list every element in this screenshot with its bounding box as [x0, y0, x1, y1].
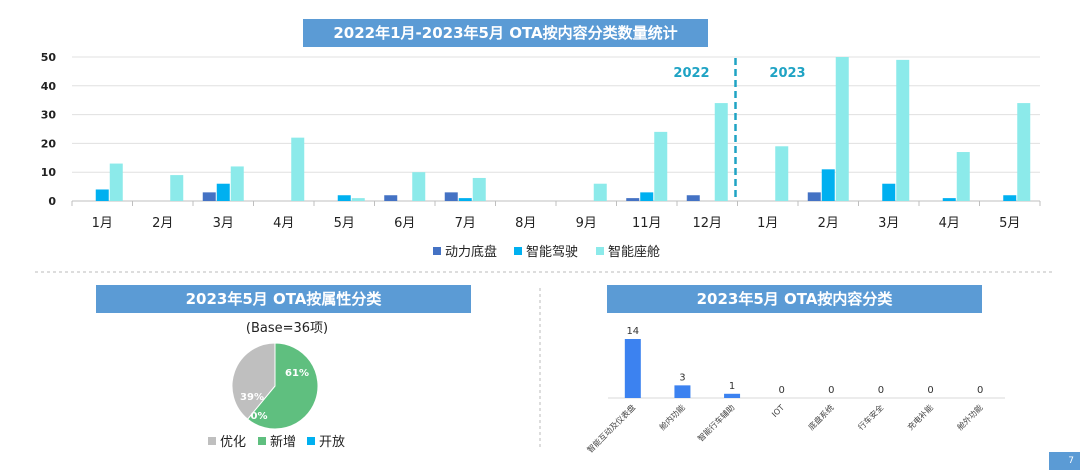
pie-legend-label: 开放 [319, 435, 345, 450]
pie-base-label: (Base=36项) [245, 321, 329, 336]
year-label-2023: 2023 [769, 66, 805, 81]
legend-label: 智能驾驶 [526, 245, 578, 260]
bar2-category-label: IOT [770, 403, 786, 419]
x-tick-label: 3月 [878, 216, 899, 231]
legend-swatch [596, 247, 604, 255]
x-tick-label: 1月 [757, 216, 778, 231]
pie-label: 39% [240, 392, 264, 403]
legend-label: 动力底盘 [445, 244, 497, 260]
bar-powertrain [626, 198, 640, 201]
pie-legend-swatch [208, 437, 216, 445]
bar2-category-label: 行车安全 [856, 402, 886, 432]
pie-slice [246, 342, 319, 430]
x-tick-label: 2月 [152, 216, 173, 231]
x-tick-label: 11月 [632, 216, 662, 231]
x-tick-label: 7月 [455, 216, 476, 231]
bar2-bar [724, 393, 741, 398]
pie-legend-swatch [307, 437, 315, 445]
y-tick-label: 40 [41, 80, 57, 93]
bar2-value-label: 0 [977, 385, 983, 396]
bar-cockpit [230, 166, 244, 201]
bar2-category-label: 舱外功能 [955, 402, 985, 432]
bar-powertrain [807, 192, 821, 201]
bar2-bar [674, 385, 691, 398]
x-tick-label: 6月 [394, 216, 415, 231]
bar2-value-label: 0 [878, 385, 884, 396]
pie-legend-label: 优化 [220, 435, 246, 450]
bar-cockpit [170, 175, 184, 201]
pie-legend-label: 新增 [270, 434, 296, 450]
bar2-value-label: 0 [779, 385, 785, 396]
bar-cockpit [351, 198, 365, 201]
bar-cockpit [956, 152, 970, 201]
bar-cockpit [654, 131, 668, 201]
bar-adas [95, 189, 109, 201]
x-tick-label: 8月 [515, 216, 536, 231]
main-chart-title: 2022年1月-2023年5月 OTA按内容分类数量统计 [303, 19, 708, 47]
year-label-2022: 2022 [673, 66, 709, 81]
bar-cockpit [109, 163, 123, 201]
bar2-category-label: 智能互动及仪表盘 [585, 402, 637, 454]
bar2-chart-title: 2023年5月 OTA按内容分类 [607, 285, 982, 313]
page-number: 7 [1049, 452, 1080, 470]
bar-cockpit [472, 177, 486, 201]
bar-adas [1003, 195, 1017, 201]
legend-label: 智能座舱 [608, 245, 660, 260]
bar-powertrain [384, 195, 398, 201]
bar2-value-label: 0 [828, 385, 834, 396]
bar2-category-label: 底盘系统 [806, 402, 836, 432]
bar-adas [882, 183, 896, 201]
pie-chart-title: 2023年5月 OTA按属性分类 [96, 285, 471, 313]
bar2-value-label: 3 [679, 372, 685, 383]
bar2-value-label: 0 [927, 385, 933, 396]
bar-cockpit [714, 103, 728, 201]
x-tick-label: 9月 [576, 216, 597, 231]
bar-cockpit [1017, 103, 1031, 201]
bar-adas [458, 198, 472, 201]
x-tick-label: 12月 [692, 216, 722, 231]
x-tick-label: 4月 [273, 216, 294, 231]
pie-label: 61% [285, 368, 309, 379]
bar-cockpit [593, 183, 607, 201]
bar2-category-label: 智能行车辅助 [695, 402, 736, 443]
bar-powertrain [444, 192, 458, 201]
y-tick-label: 30 [41, 109, 57, 122]
bar2-value-label: 14 [626, 326, 639, 337]
bar-cockpit [835, 57, 849, 201]
bar-adas [337, 195, 351, 201]
bar2-category-label: 充电补能 [905, 402, 935, 432]
x-tick-label: 5月 [999, 216, 1020, 231]
bar-adas [216, 183, 230, 201]
bar-cockpit [896, 59, 910, 201]
x-tick-label: 1月 [92, 216, 113, 231]
legend-swatch [514, 247, 522, 255]
pie-legend-swatch [258, 437, 266, 445]
bar2-bar [624, 339, 641, 398]
x-tick-label: 3月 [213, 216, 234, 231]
bar-cockpit [412, 172, 426, 201]
pie-label: 0% [251, 411, 268, 422]
x-tick-label: 4月 [939, 216, 960, 231]
bar-cockpit [291, 137, 305, 201]
y-tick-label: 50 [41, 51, 57, 64]
bar-cockpit [775, 146, 789, 201]
bar-powertrain [686, 195, 700, 201]
pie-slice [231, 342, 276, 420]
bar-adas [640, 192, 654, 201]
x-tick-label: 2月 [818, 216, 839, 231]
bar-adas [942, 198, 956, 201]
y-tick-label: 20 [41, 137, 57, 150]
bar-adas [821, 169, 835, 201]
y-tick-label: 0 [48, 195, 56, 208]
bar2-value-label: 1 [729, 381, 735, 392]
bar2-category-label: 舱内功能 [657, 402, 687, 432]
x-tick-label: 5月 [334, 216, 355, 231]
bar-powertrain [202, 192, 216, 201]
legend-swatch [433, 247, 441, 255]
y-tick-label: 10 [41, 166, 57, 179]
